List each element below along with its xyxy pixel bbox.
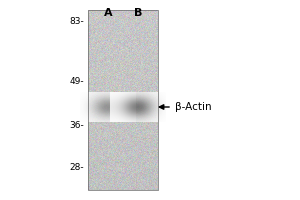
Text: 49-: 49- — [69, 77, 84, 86]
Text: 36-: 36- — [69, 121, 84, 130]
Text: 83-: 83- — [69, 18, 84, 26]
Bar — [88, 10, 158, 190]
Text: β-Actin: β-Actin — [175, 102, 211, 112]
Text: A: A — [104, 8, 112, 18]
Text: 28-: 28- — [69, 164, 84, 172]
Text: B: B — [134, 8, 142, 18]
